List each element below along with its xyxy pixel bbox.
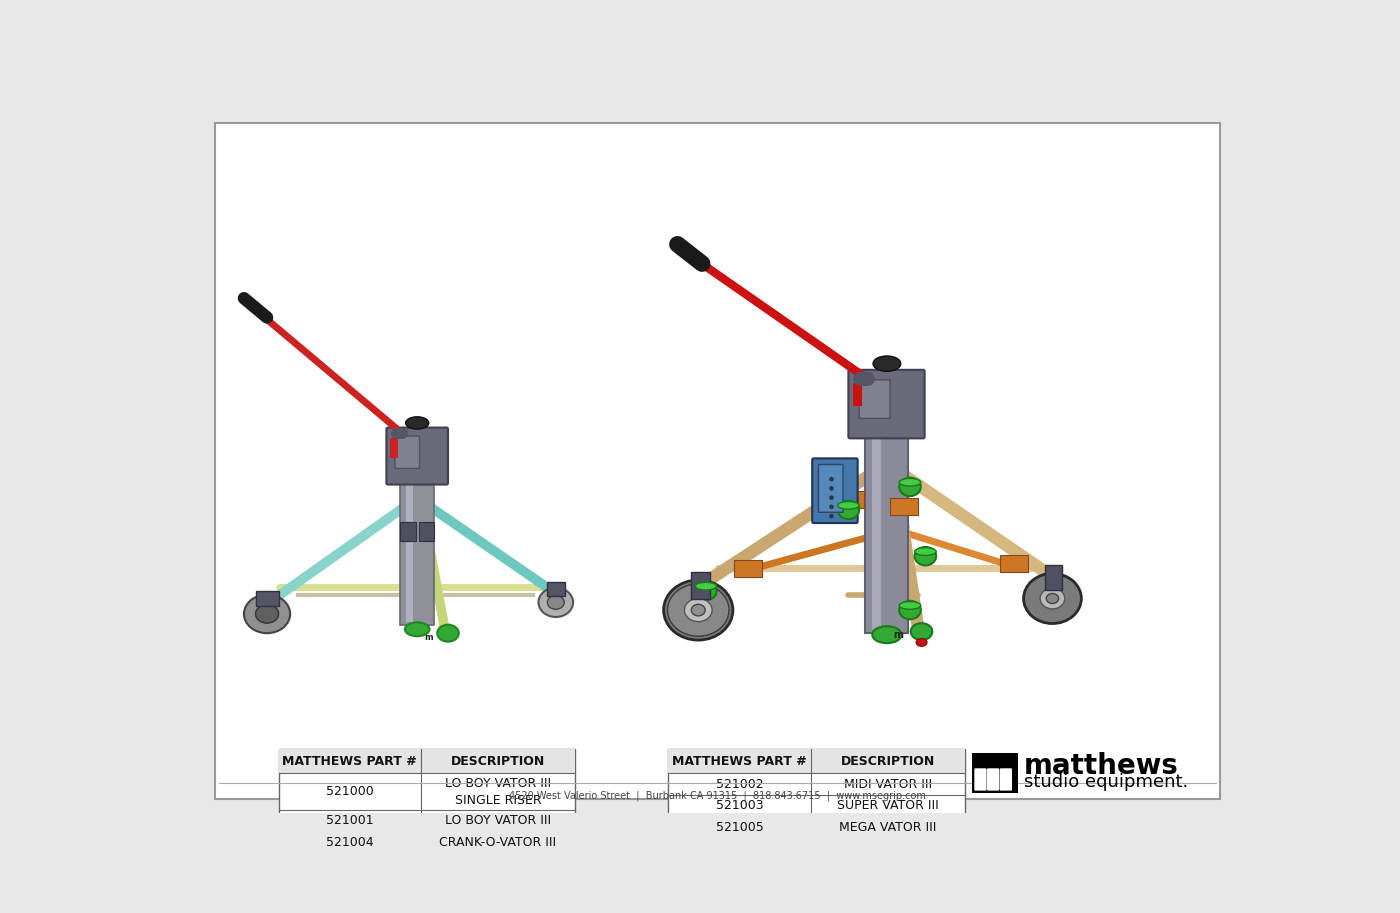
FancyBboxPatch shape — [216, 123, 1219, 799]
FancyBboxPatch shape — [871, 398, 881, 629]
Ellipse shape — [696, 582, 717, 600]
Text: 4520 West Valerio Street  |  Burbank CA 91315  |  818.843.6715  |  www.msegrip.c: 4520 West Valerio Street | Burbank CA 91… — [510, 791, 925, 801]
FancyBboxPatch shape — [860, 380, 890, 418]
Ellipse shape — [696, 582, 717, 590]
Ellipse shape — [837, 501, 860, 509]
Text: 521003: 521003 — [715, 799, 763, 813]
Text: MEGA VATOR III: MEGA VATOR III — [839, 821, 937, 834]
Ellipse shape — [899, 478, 921, 486]
Ellipse shape — [406, 417, 428, 429]
Text: 521002: 521002 — [715, 778, 763, 791]
FancyBboxPatch shape — [400, 521, 416, 540]
FancyBboxPatch shape — [987, 769, 1000, 791]
Ellipse shape — [664, 580, 734, 640]
Ellipse shape — [437, 624, 459, 642]
Ellipse shape — [914, 547, 937, 565]
FancyBboxPatch shape — [1000, 769, 1012, 791]
Ellipse shape — [872, 626, 902, 643]
FancyBboxPatch shape — [279, 749, 575, 854]
FancyBboxPatch shape — [391, 438, 398, 457]
Ellipse shape — [829, 477, 834, 481]
FancyBboxPatch shape — [865, 394, 909, 633]
FancyBboxPatch shape — [853, 383, 862, 406]
FancyBboxPatch shape — [668, 749, 965, 773]
FancyBboxPatch shape — [848, 370, 924, 438]
Ellipse shape — [539, 588, 573, 617]
FancyBboxPatch shape — [406, 467, 413, 622]
Text: m: m — [424, 633, 433, 642]
Ellipse shape — [899, 601, 921, 619]
Ellipse shape — [911, 624, 932, 640]
Ellipse shape — [837, 500, 860, 519]
Ellipse shape — [829, 514, 834, 519]
Text: 521004: 521004 — [326, 836, 374, 849]
Text: MATTHEWS PART #: MATTHEWS PART # — [283, 754, 417, 768]
FancyBboxPatch shape — [836, 490, 864, 508]
Text: m: m — [893, 631, 903, 641]
FancyBboxPatch shape — [1044, 565, 1061, 590]
FancyBboxPatch shape — [974, 769, 987, 791]
Ellipse shape — [829, 496, 834, 500]
Ellipse shape — [668, 584, 729, 636]
FancyBboxPatch shape — [972, 752, 1018, 792]
FancyBboxPatch shape — [386, 427, 448, 485]
Text: SUPER VATOR III: SUPER VATOR III — [837, 799, 938, 813]
Text: CRANK-O-VATOR III: CRANK-O-VATOR III — [440, 836, 557, 849]
Ellipse shape — [829, 505, 834, 509]
Text: LO BOY VATOR III: LO BOY VATOR III — [445, 814, 552, 827]
Ellipse shape — [1023, 573, 1081, 624]
Text: 521001: 521001 — [326, 814, 374, 827]
FancyBboxPatch shape — [890, 498, 918, 515]
FancyBboxPatch shape — [690, 572, 710, 599]
Ellipse shape — [547, 595, 564, 609]
FancyBboxPatch shape — [1000, 554, 1028, 572]
FancyBboxPatch shape — [395, 436, 420, 468]
Text: DESCRIPTION: DESCRIPTION — [840, 754, 935, 768]
Ellipse shape — [685, 599, 713, 622]
Text: studio equipment.: studio equipment. — [1023, 772, 1189, 791]
Ellipse shape — [244, 594, 290, 633]
FancyBboxPatch shape — [546, 582, 566, 596]
Ellipse shape — [405, 623, 430, 636]
Ellipse shape — [829, 486, 834, 490]
FancyBboxPatch shape — [812, 458, 858, 523]
FancyBboxPatch shape — [255, 591, 279, 606]
Text: DESCRIPTION: DESCRIPTION — [451, 754, 545, 768]
Text: MATTHEWS PART #: MATTHEWS PART # — [672, 754, 806, 768]
Ellipse shape — [899, 477, 921, 496]
Ellipse shape — [914, 548, 937, 555]
Text: 521005: 521005 — [715, 821, 763, 834]
FancyBboxPatch shape — [819, 465, 843, 512]
Ellipse shape — [1046, 593, 1058, 603]
FancyBboxPatch shape — [735, 560, 762, 577]
Text: matthews: matthews — [1023, 752, 1179, 781]
Ellipse shape — [874, 356, 900, 372]
Ellipse shape — [1040, 588, 1065, 609]
FancyBboxPatch shape — [279, 749, 575, 773]
FancyBboxPatch shape — [400, 464, 434, 625]
Ellipse shape — [692, 604, 706, 616]
Text: LO BOY VATOR III
SINGLE RISER: LO BOY VATOR III SINGLE RISER — [445, 777, 552, 807]
Text: 521000: 521000 — [326, 785, 374, 798]
FancyBboxPatch shape — [668, 749, 965, 838]
Text: MIDI VATOR III: MIDI VATOR III — [844, 778, 932, 791]
Ellipse shape — [255, 604, 279, 624]
Ellipse shape — [899, 602, 921, 609]
FancyBboxPatch shape — [419, 521, 434, 540]
Ellipse shape — [916, 638, 927, 646]
